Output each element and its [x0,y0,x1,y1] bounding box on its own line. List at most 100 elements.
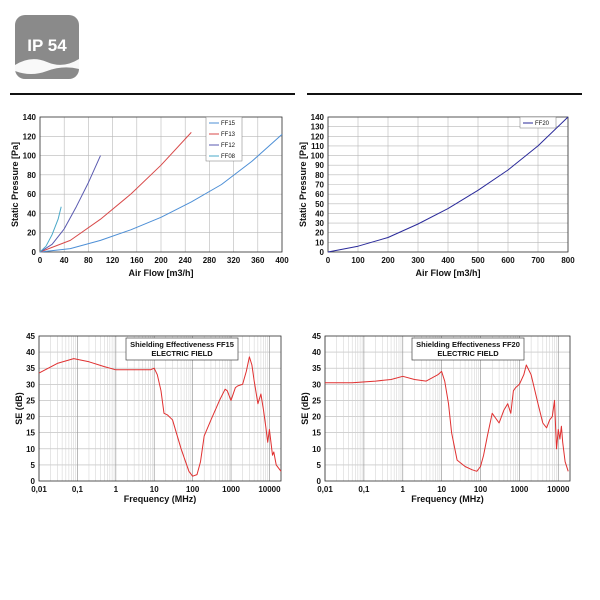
chart3-xtick-label: 1000 [222,485,240,494]
chart2-ytick-label: 110 [311,142,324,151]
chart3-xtick-label: 10000 [258,485,281,494]
chart1-ytick-label: 40 [27,209,36,218]
chart1-xtick-label: 400 [275,256,289,265]
chart2-ytick-label: 120 [311,132,325,141]
chart3-ytick-label: 45 [26,332,35,341]
chart3-title-box [125,337,239,361]
chart4-ytick-label: 40 [312,348,321,357]
chart2-ytick-label: 10 [315,238,324,247]
chart1-ytick-label: 60 [27,190,36,199]
chart1-y-axis-label: Static Pressure [Pa] [10,142,20,227]
chart3-plot-frame [38,335,282,482]
chart1-legend-label: FF12 [221,143,236,149]
chart3-subtitle: ELECTRIC FIELD [151,349,213,358]
chart1-xtick-label: 160 [130,256,144,265]
chart3-x-axis-label: Frequency (MHz) [124,494,197,504]
chart1-xtick-label: 360 [251,256,265,265]
chart1-ytick-label: 20 [27,229,36,238]
chart1-legend-label: FF13 [221,132,236,138]
chart2-ytick-label: 30 [315,219,324,228]
chart3-ytick-label: 30 [26,380,35,389]
chart2-legend [519,116,557,129]
chart1-ytick-label: 80 [27,171,36,180]
chart4-ytick-label: 20 [312,413,321,422]
chart4-y-axis-label: SE (dB) [300,392,310,425]
chart3-ytick-label: 10 [26,445,35,454]
chart4-ytick-label: 35 [312,364,321,373]
chart1-xtick-label: 120 [106,256,120,265]
chart3-xtick-label: 10 [150,485,159,494]
chart4-x-axis-label: Frequency (MHz) [411,494,484,504]
chart3-xtick-label: 1 [114,485,119,494]
chart2-ytick-label: 90 [315,161,324,170]
chart2-xtick-label: 500 [471,256,485,265]
chart3-ytick-label: 20 [26,413,35,422]
chart1-x-axis-label: Air Flow [m3/h] [129,268,194,278]
chart4-ytick-label: 25 [312,396,321,405]
chart1-xtick-label: 320 [227,256,241,265]
chart3-title: Shielding Effectiveness FF15 [130,340,234,349]
chart1-legend [205,116,243,162]
chart4-ytick-label: 45 [312,332,321,341]
ip-rating-badge: IP 54 [15,15,79,79]
chart3-ytick-label: 35 [26,364,35,373]
chart2-ytick-label: 70 [315,181,324,190]
chart1-xtick-label: 200 [154,256,168,265]
chart3-xtick-label: 100 [186,485,200,494]
chart4-xtick-label: 10 [437,485,446,494]
chart2-xtick-label: 400 [441,256,455,265]
chart1-xtick-label: 280 [203,256,217,265]
chart4-xtick-label: 100 [474,485,488,494]
chart1-ytick-label: 140 [23,113,37,122]
chart4-ytick-label: 0 [317,477,322,486]
chart2-ytick-label: 0 [320,248,325,257]
chart3-xtick-label: 0,01 [31,485,47,494]
chart2-ytick-label: 40 [315,209,324,218]
chart4-ytick-label: 30 [312,380,321,389]
chart1-series-line-ff15 [39,134,283,253]
chart3-y-axis-label: SE (dB) [14,392,24,425]
chart3-ytick-label: 5 [31,461,36,470]
chart2-xtick-label: 800 [561,256,575,265]
chart4-title: Shielding Effectiveness FF20 [416,340,520,349]
chart4-ytick-label: 5 [317,461,322,470]
top-divider-left [10,93,295,95]
chart4-series-line-1 [325,364,569,472]
chart2-ytick-label: 100 [311,152,325,161]
ip-rating-label: IP 54 [27,36,67,55]
chart2-ytick-label: 60 [315,190,324,199]
chart4-xtick-label: 0,1 [358,485,370,494]
chart2-plot-frame [327,116,569,253]
chart1-legend-label: FF15 [221,121,236,127]
chart2-ytick-label: 20 [315,229,324,238]
chart1-series-line-ff13 [39,132,192,253]
chart4-xtick-label: 1 [401,485,406,494]
chart1-legend-label: FF08 [221,154,236,160]
chart1-xtick-label: 40 [60,256,69,265]
chart4-xtick-label: 1000 [511,485,529,494]
chart2-xtick-label: 0 [326,256,331,265]
chart1-series-line-ff12 [39,155,101,253]
chart2-xtick-label: 100 [351,256,365,265]
chart2-ytick-label: 130 [311,123,325,132]
chart2-y-axis-label: Static Pressure [Pa] [298,142,308,227]
chart1-xtick-label: 80 [84,256,93,265]
chart4-plot-frame [324,335,571,482]
chart3-series-line-1 [38,356,282,477]
chart1-ytick-label: 120 [23,132,37,141]
chart1-plot-frame [39,116,283,253]
chart2-series-line-ff20 [327,116,569,253]
chart2-ytick-label: 50 [315,200,324,209]
chart2-xtick-label: 700 [531,256,545,265]
chart3-ytick-label: 25 [26,396,35,405]
chart3-ytick-label: 40 [26,348,35,357]
chart2-xtick-label: 300 [411,256,425,265]
chart2-xtick-label: 200 [381,256,395,265]
chart4-xtick-label: 0,01 [317,485,333,494]
chart1-series-line-ff08 [39,206,62,253]
chart1-xtick-label: 0 [38,256,43,265]
chart1-ytick-label: 100 [23,152,37,161]
chart4-ytick-label: 15 [312,429,321,438]
chart3-xtick-label: 0,1 [72,485,84,494]
